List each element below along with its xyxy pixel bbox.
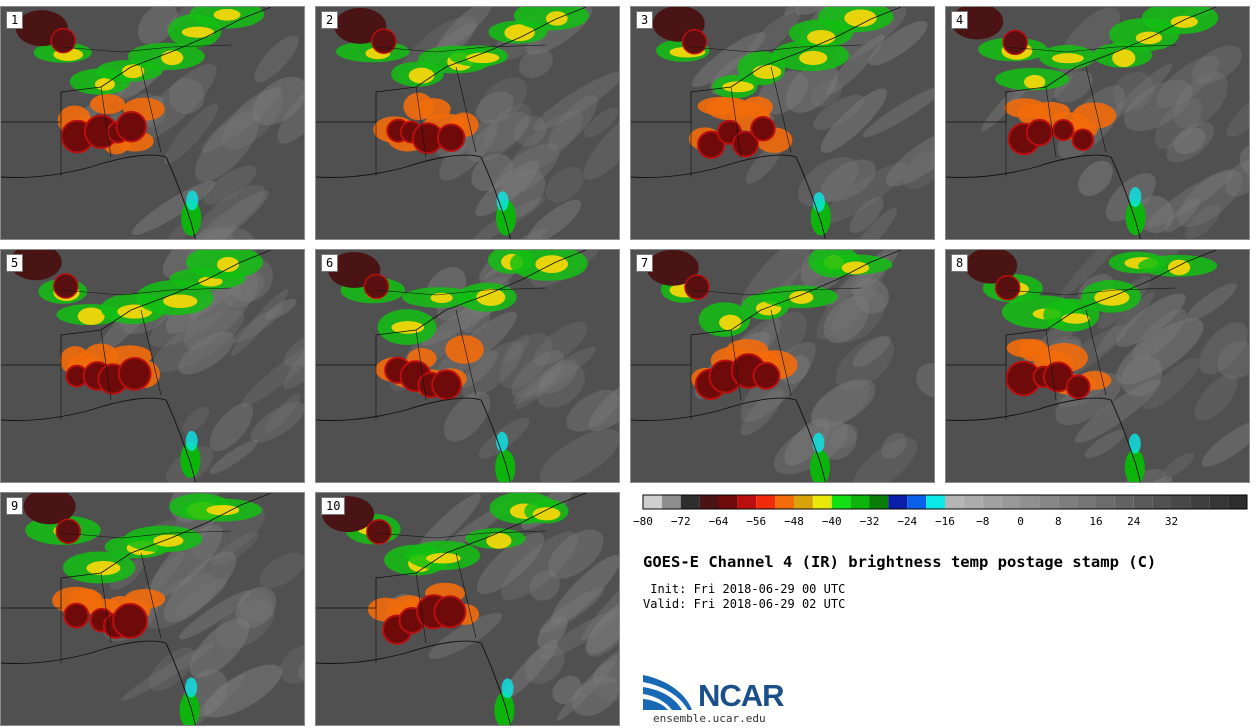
colorbar-swatch xyxy=(699,495,719,509)
colorbar-swatch xyxy=(794,495,813,509)
postage-stamp-panel: 10 xyxy=(315,492,620,726)
page-title: GOES-E Channel 4 (IR) brightness temp po… xyxy=(643,553,1157,571)
colorbar-swatch xyxy=(869,495,889,509)
colorbar-swatch xyxy=(926,495,945,509)
colorbar-swatch xyxy=(1114,495,1134,509)
colorbar-swatch xyxy=(1001,495,1021,509)
colorbar-tick-label: −48 xyxy=(784,515,804,528)
colorbar-swatch xyxy=(643,495,662,509)
ensemble-url: ensemble.ucar.edu xyxy=(653,712,766,725)
panel-number-label: 1 xyxy=(6,11,24,29)
colorbar-swatch xyxy=(680,495,700,509)
postage-stamp-panel: 1 xyxy=(0,6,305,240)
colorbar-swatch xyxy=(756,495,776,509)
postage-stamp-panel: 3 xyxy=(630,6,935,240)
colorbar-tick-label: 8 xyxy=(1054,515,1062,528)
colorbar-swatch xyxy=(850,495,870,509)
init-time: Init: Fri 2018-06-29 00 UTC xyxy=(643,582,846,596)
colorbar-swatch xyxy=(945,495,964,509)
colorbar-swatch xyxy=(775,495,794,509)
panel-number-label: 10 xyxy=(321,497,346,515)
ncar-logo-text: NCAR xyxy=(698,678,785,713)
colorbar-swatch xyxy=(831,495,851,509)
postage-stamp-panel: 4 xyxy=(945,6,1250,240)
panel-number-label: 3 xyxy=(636,11,654,29)
panel-number-label: 6 xyxy=(321,254,339,272)
colorbar-swatch xyxy=(982,495,1002,509)
colorbar-swatch xyxy=(963,495,983,509)
colorbar xyxy=(642,494,1248,514)
postage-stamp-panel: 6 xyxy=(315,249,620,483)
colorbar-swatch xyxy=(1096,495,1115,509)
colorbar-tick-label: −24 xyxy=(897,515,918,528)
colorbar-swatch xyxy=(1077,495,1096,509)
colorbar-tick-label: 16 xyxy=(1089,515,1103,528)
valid-time: Valid: Fri 2018-06-29 02 UTC xyxy=(643,597,846,611)
colorbar-tick-label: −56 xyxy=(746,515,767,528)
colorbar-tick-label: 24 xyxy=(1127,515,1141,528)
colorbar-tick-label: 0 xyxy=(1017,515,1024,528)
postage-stamp-panel: 8 xyxy=(945,249,1250,483)
postage-stamp-panel: 7 xyxy=(630,249,935,483)
panel-number-label: 8 xyxy=(951,254,969,272)
panel-number-label: 4 xyxy=(951,11,969,29)
colorbar-tick-label: −64 xyxy=(708,515,729,528)
colorbar-swatch xyxy=(1190,495,1210,509)
colorbar-swatch xyxy=(1058,495,1078,509)
colorbar-tick-label: −32 xyxy=(859,515,880,528)
colorbar-tick-label: −16 xyxy=(935,515,955,528)
colorbar-tick-label: −8 xyxy=(976,515,990,528)
colorbar-swatch xyxy=(1228,495,1247,509)
colorbar-swatch xyxy=(1209,495,1229,509)
colorbar-swatch xyxy=(718,495,738,509)
colorbar-swatch xyxy=(1133,495,1153,509)
colorbar-swatch xyxy=(1020,495,1040,509)
colorbar-tick-label: −40 xyxy=(821,515,842,528)
colorbar-swatch xyxy=(907,495,927,509)
colorbar-swatch xyxy=(661,495,681,509)
colorbar-swatch xyxy=(888,495,908,509)
postage-stamp-panel: 5 xyxy=(0,249,305,483)
panel-number-label: 9 xyxy=(6,497,24,515)
panel-number-label: 7 xyxy=(636,254,654,272)
panel-number-label: 5 xyxy=(6,254,24,272)
colorbar-swatch xyxy=(1039,495,1059,509)
panel-number-label: 2 xyxy=(321,11,339,29)
colorbar-swatch xyxy=(1171,495,1191,509)
ncar-logo-icon xyxy=(643,675,692,710)
colorbar-swatch xyxy=(1152,495,1172,509)
colorbar-swatch xyxy=(737,495,757,509)
colorbar-tick-label: 32 xyxy=(1164,515,1179,528)
colorbar-swatch xyxy=(812,495,832,509)
postage-stamp-panel: 9 xyxy=(0,492,305,726)
postage-stamp-panel: 2 xyxy=(315,6,620,240)
colorbar-tick-label: −72 xyxy=(670,515,691,528)
colorbar-tick-label: −80 xyxy=(633,515,653,528)
